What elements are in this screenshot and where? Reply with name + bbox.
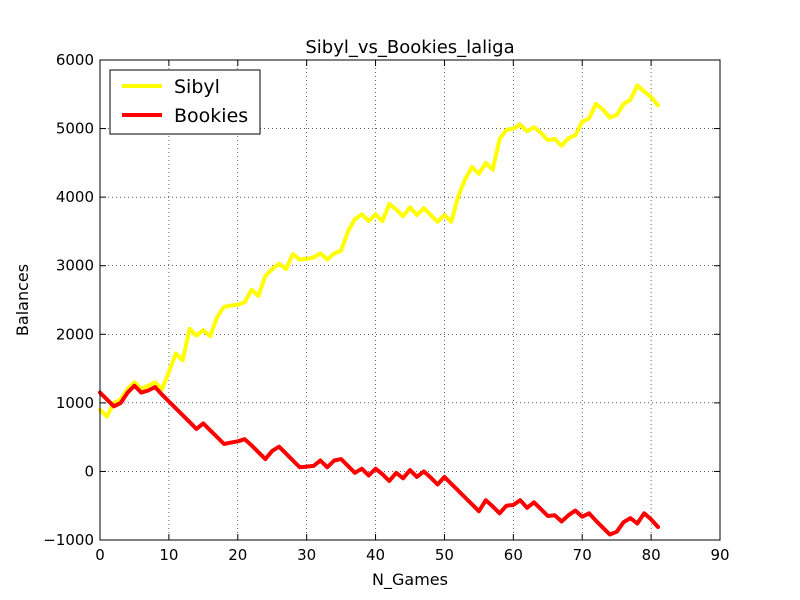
y-tick-label: −1000	[43, 531, 94, 549]
axis-ticks: 0 10 20 30 40 50 60 70 80 90−10000100020003000400…	[43, 51, 729, 564]
series-line-sibyl	[98, 83, 660, 419]
y-tick-label: 3000	[56, 257, 94, 275]
x-tick-label: 10	[159, 546, 178, 564]
x-tick-label: 60	[504, 546, 523, 564]
plot-frame	[99, 59, 721, 541]
x-tick-label: 80	[642, 546, 661, 564]
series-line-bookies	[98, 383, 660, 537]
series-lines	[98, 83, 660, 537]
x-axis-label: N_Games	[372, 570, 448, 590]
x-tick-label: 90	[710, 546, 729, 564]
x-tick-label: 0	[95, 546, 105, 564]
x-tick-label: 70	[573, 546, 592, 564]
x-tick-label: 40	[366, 546, 385, 564]
legend-label-sibyl: Sibyl	[174, 76, 220, 98]
chart-title: Sibyl_vs_Bookies_laliga	[305, 37, 514, 58]
y-tick-label: 4000	[56, 188, 94, 206]
grid-lines	[99, 59, 721, 541]
x-tick-label: 20	[228, 546, 247, 564]
y-tick-label: 2000	[56, 325, 94, 343]
plot-area	[100, 60, 720, 540]
legend-box	[109, 69, 261, 135]
y-tick-label: 6000	[56, 51, 94, 69]
x-tick-label: 30	[297, 546, 316, 564]
x-tick-label: 50	[435, 546, 454, 564]
y-tick-label: 1000	[56, 394, 94, 412]
legend-label-bookies: Bookies	[174, 105, 248, 127]
legend: Sibyl Bookies	[109, 69, 261, 135]
y-axis-label: Balances	[13, 264, 32, 336]
y-tick-label: 5000	[56, 120, 94, 138]
y-tick-label: 0	[84, 462, 94, 480]
